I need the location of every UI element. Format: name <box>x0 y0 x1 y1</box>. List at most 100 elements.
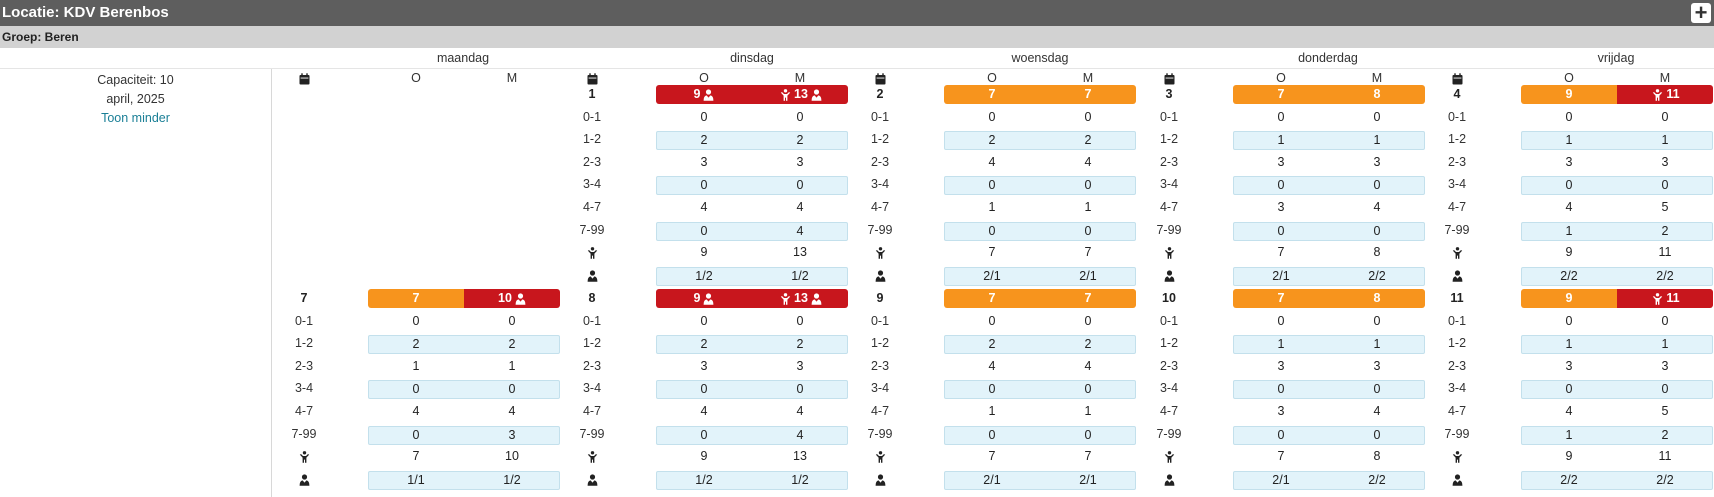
age-row-bg <box>1521 176 1713 196</box>
age-value-o: 0 <box>1565 313 1573 328</box>
staff-ratio[interactable]: 2/1 <box>1272 472 1290 487</box>
age-value-m: 0 <box>1373 382 1381 397</box>
children-count: 7 <box>1277 245 1285 260</box>
staff-ratio[interactable]: 1/2 <box>503 472 521 487</box>
staff-ratio[interactable]: 2/2 <box>1656 472 1674 487</box>
age-label: 4-7 <box>870 200 890 214</box>
age-label: 7-99 <box>579 222 605 237</box>
total-badge-m[interactable]: 8 <box>1329 85 1425 104</box>
total-badge-m[interactable]: 10 <box>464 289 560 308</box>
staff-ratio[interactable]: 2/2 <box>1656 268 1674 283</box>
show-less-link[interactable]: Toon minder <box>101 111 170 125</box>
children-count: 9 <box>1565 245 1573 260</box>
staff-icon <box>1164 269 1174 282</box>
staff-ratio[interactable]: 2/1 <box>983 268 1001 283</box>
total-badge-o[interactable]: 9 <box>1521 289 1617 308</box>
age-label: 3-4 <box>1447 381 1467 396</box>
staff-ratio[interactable]: 2/2 <box>1560 268 1578 283</box>
staff-ratio[interactable]: 2/2 <box>1368 472 1386 487</box>
staff-ratio[interactable]: 1/1 <box>407 472 425 487</box>
total-badge-o[interactable]: 7 <box>1233 289 1329 308</box>
total-badge-m[interactable]: 11 <box>1617 289 1713 308</box>
total-badge-m[interactable]: 7 <box>1040 289 1136 308</box>
capacity-text: Capaciteit: 10 <box>97 73 174 87</box>
age-row-bg <box>1521 335 1713 355</box>
age-value-o: 1 <box>1565 133 1573 148</box>
children-count: 9 <box>700 245 708 260</box>
total-badge-o[interactable]: 7 <box>944 289 1040 308</box>
child-icon <box>875 246 885 259</box>
total-badge-m[interactable]: 13 <box>752 289 848 308</box>
staff-row-label <box>1137 470 1201 489</box>
staff-ratio[interactable]: 2/2 <box>1368 268 1386 283</box>
age-value-o: 0 <box>700 427 708 442</box>
calendar-icon <box>1164 73 1174 85</box>
age-label: 7-99 <box>291 426 317 441</box>
age-row-bg <box>944 380 1136 400</box>
total-badge-o[interactable]: 9 <box>656 289 752 308</box>
total-badge-m[interactable]: 11 <box>1617 85 1713 104</box>
shift-header-m: M <box>1371 71 1383 85</box>
age-label: 3-4 <box>294 381 314 396</box>
staff-icon <box>1452 269 1462 282</box>
children-count: 7 <box>1084 245 1092 260</box>
age-label: 3-4 <box>1447 177 1467 192</box>
total-value: 10 <box>498 291 512 305</box>
age-label: 4-7 <box>1447 404 1467 418</box>
add-button[interactable]: + <box>1691 2 1711 24</box>
age-label: 1-2 <box>294 336 314 351</box>
total-value: 7 <box>1277 291 1285 305</box>
age-value-o: 1 <box>988 404 996 418</box>
children-row-label <box>1137 243 1201 262</box>
age-value-o: 0 <box>1565 178 1573 193</box>
age-value-o: 1 <box>412 358 420 373</box>
children-count: 7 <box>1277 449 1285 464</box>
total-badge-o[interactable]: 7 <box>944 85 1040 104</box>
age-row-bg <box>1233 380 1425 400</box>
age-value-m: 1 <box>1661 337 1669 352</box>
staff-row-bg <box>1233 470 1425 490</box>
age-value-o: 0 <box>412 427 420 442</box>
staff-ratio[interactable]: 1/2 <box>791 472 809 487</box>
age-value-o: 0 <box>700 313 708 328</box>
staff-ratio[interactable]: 1/2 <box>695 472 713 487</box>
age-value-o: 4 <box>988 154 996 169</box>
staff-row-label <box>848 266 912 285</box>
total-badge-o[interactable]: 9 <box>1521 85 1617 104</box>
child-icon <box>1164 450 1174 463</box>
age-value-o: 4 <box>700 404 708 418</box>
day-name-donderdag: donderdag <box>1298 51 1358 65</box>
staff-ratio[interactable]: 2/1 <box>1079 268 1097 283</box>
info-column: Capaciteit: 10 april, 2025 Toon minder <box>0 69 272 497</box>
age-label: 1-2 <box>1447 336 1467 351</box>
age-label: 2-3 <box>1447 358 1467 373</box>
staff-row-label <box>848 470 912 489</box>
total-badge-m[interactable]: 13 <box>752 85 848 104</box>
child-icon <box>587 246 597 259</box>
total-badge-o[interactable]: 7 <box>368 289 464 308</box>
age-value-m: 2 <box>796 337 804 352</box>
staff-ratio[interactable]: 1/2 <box>791 268 809 283</box>
child-icon <box>780 292 791 305</box>
total-badge-o[interactable]: 7 <box>1233 85 1329 104</box>
age-value-m: 2 <box>1084 133 1092 148</box>
age-value-m: 1 <box>1661 133 1669 148</box>
staff-ratio[interactable]: 2/1 <box>1272 268 1290 283</box>
total-badge-m[interactable]: 8 <box>1329 289 1425 308</box>
total-badge-m[interactable]: 7 <box>1040 85 1136 104</box>
staff-ratio[interactable]: 1/2 <box>695 268 713 283</box>
shift-header-o: O <box>1564 71 1574 85</box>
staff-ratio[interactable]: 2/1 <box>983 472 1001 487</box>
age-value-m: 1 <box>1373 337 1381 352</box>
planning-grid: Capaciteit: 10 april, 2025 Toon minder O… <box>0 69 1714 497</box>
shift-header-m: M <box>1659 71 1671 85</box>
age-value-m: 0 <box>1373 313 1381 328</box>
total-value: 9 <box>1565 87 1573 101</box>
day-number: 11 <box>1450 291 1464 305</box>
total-badge-o[interactable]: 9 <box>656 85 752 104</box>
day-number: 9 <box>876 291 884 305</box>
age-value-o: 0 <box>1565 109 1573 124</box>
staff-ratio[interactable]: 2/1 <box>1079 472 1097 487</box>
shift-header-o: O <box>987 71 997 85</box>
staff-ratio[interactable]: 2/2 <box>1560 472 1578 487</box>
